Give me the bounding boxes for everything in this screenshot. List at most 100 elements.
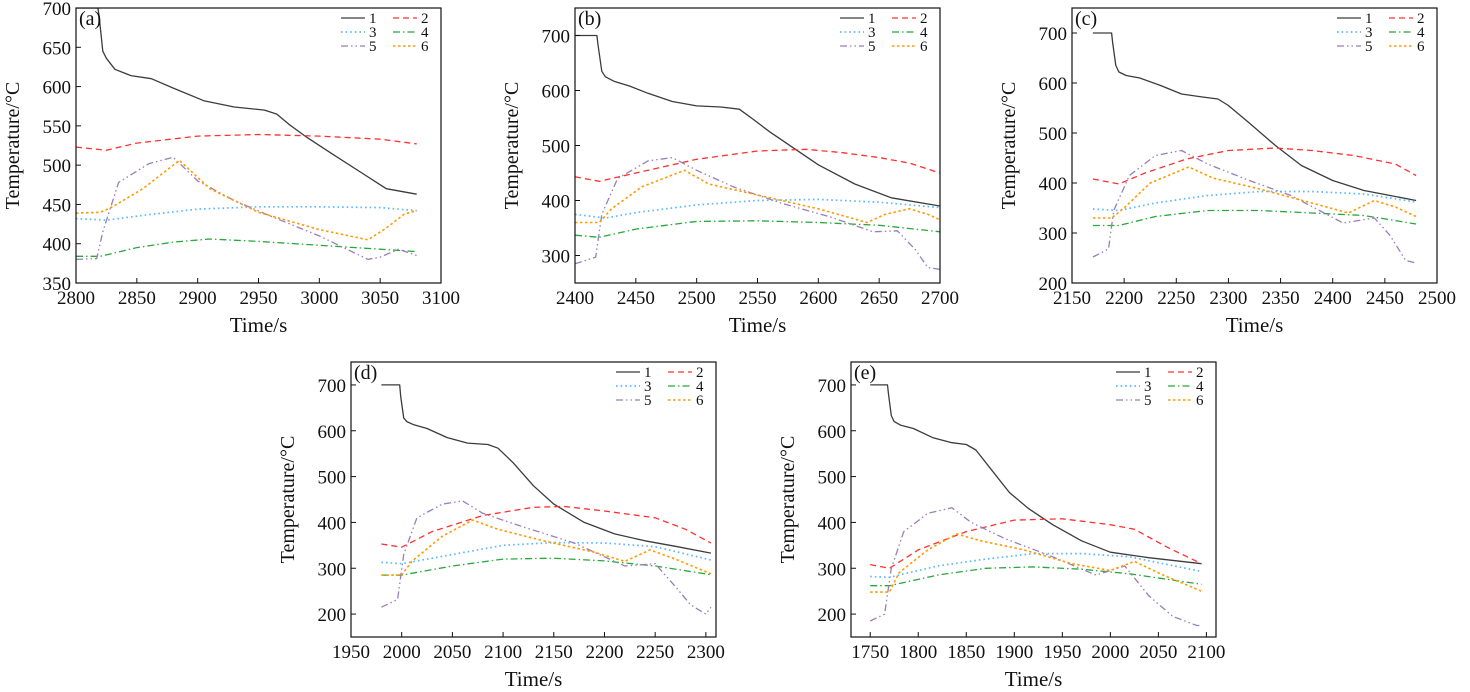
series-group	[76, 8, 417, 261]
series-line-6	[381, 519, 712, 576]
series-line-5	[869, 507, 1202, 627]
panel-label: (b)	[578, 8, 601, 30]
x-axis-label: Time/s	[729, 313, 787, 337]
series-line-3	[76, 205, 417, 221]
plot-frame	[850, 361, 1217, 638]
series-line-5	[76, 156, 417, 261]
x-axis-label: Time/s	[1226, 313, 1284, 337]
legend-label: 2	[421, 11, 429, 27]
x-tick-label: 2250	[636, 642, 674, 663]
plot-frame	[1071, 7, 1438, 284]
y-tick-label: 450	[43, 195, 72, 216]
series-line-3	[1092, 190, 1417, 212]
y-axis-label: Temperature/°C	[2, 82, 24, 210]
y-tick-label: 200	[318, 605, 347, 626]
x-tick-label: 1750	[851, 642, 889, 663]
series-line-6	[76, 159, 417, 241]
x-tick-label: 2100	[1187, 642, 1225, 663]
series-line-3	[575, 198, 940, 219]
series-line-4	[870, 566, 1202, 587]
y-tick-label: 200	[818, 605, 847, 626]
y-tick-label: 200	[1039, 274, 1068, 295]
x-tick-label: 2450	[617, 288, 655, 309]
y-tick-label: 300	[1039, 224, 1068, 245]
legend-label: 6	[1417, 39, 1425, 55]
series-line-6	[870, 533, 1202, 593]
x-tick-label: 2300	[687, 642, 725, 663]
y-axis-label: Temperature/°C	[777, 436, 799, 564]
series-line-4	[381, 557, 712, 576]
x-tick-label: 2850	[118, 288, 156, 309]
legend-label: 3	[369, 25, 377, 41]
y-tick-label: 600	[1039, 74, 1068, 95]
legend-label: 2	[1417, 11, 1425, 27]
x-tick-label: 2200	[585, 642, 623, 663]
y-tick-label: 500	[318, 468, 347, 489]
series-line-1	[76, 8, 417, 195]
x-tick-label: 2000	[1091, 642, 1129, 663]
legend-label: 5	[644, 393, 652, 409]
y-axis-label: Temperature/°C	[501, 82, 523, 210]
x-tick-label: 2400	[556, 288, 594, 309]
series-line-5	[1092, 149, 1417, 264]
series-group	[575, 34, 940, 270]
legend-label: 2	[1196, 365, 1204, 381]
x-tick-label: 2500	[678, 288, 716, 309]
panel-label: (c)	[1075, 8, 1097, 30]
y-tick-label: 550	[43, 117, 72, 138]
series-line-2	[76, 133, 417, 151]
y-tick-label: 400	[318, 513, 347, 534]
y-tick-label: 400	[43, 235, 72, 256]
legend-label: 4	[696, 379, 704, 395]
legend-label: 1	[1365, 11, 1373, 27]
legend-label: 5	[1144, 393, 1152, 409]
legend: 1 2 3 4 5 6	[840, 11, 928, 55]
x-tick-label: 2600	[799, 288, 837, 309]
series-line-3	[381, 541, 712, 565]
x-tick-label: 2350	[1262, 288, 1300, 309]
y-tick-label: 500	[542, 137, 571, 158]
x-tick-label: 1800	[899, 642, 937, 663]
y-tick-label: 700	[43, 0, 72, 20]
y-tick-label: 500	[1039, 124, 1068, 145]
series-line-2	[1092, 147, 1417, 185]
x-tick-label: 2550	[739, 288, 777, 309]
series-line-6	[1092, 166, 1417, 219]
x-axis-label: Time/s	[230, 313, 288, 337]
legend-label: 6	[1196, 393, 1204, 409]
x-tick-label: 2300	[1209, 288, 1247, 309]
series-line-4	[1092, 209, 1417, 227]
legend-label: 4	[421, 25, 429, 41]
x-tick-label: 1950	[332, 642, 370, 663]
y-axis-label: Temperature/°C	[998, 82, 1020, 210]
chart-panel-4: 1750 1800 1850 1900 1950 2000 2050 2100 200 300 40…	[777, 361, 1225, 691]
legend-label: 3	[1144, 379, 1152, 395]
y-tick-label: 700	[818, 376, 847, 397]
legend-label: 1	[369, 11, 377, 27]
x-tick-label: 1850	[947, 642, 985, 663]
y-tick-label: 700	[318, 376, 347, 397]
series-group	[869, 384, 1202, 627]
series-line-1	[1092, 32, 1417, 202]
y-tick-label: 300	[318, 559, 347, 580]
series-line-5	[381, 500, 712, 615]
series-line-1	[870, 384, 1202, 565]
series-line-5	[575, 156, 940, 270]
series-line-2	[870, 518, 1202, 569]
legend: 1 2 3 4 5 6	[341, 11, 429, 55]
y-axis-label: Temperature/°C	[277, 436, 299, 564]
y-tick-label: 650	[43, 38, 72, 59]
x-tick-label: 2800	[57, 288, 95, 309]
x-tick-label: 1950	[1043, 642, 1081, 663]
y-tick-label: 350	[43, 274, 72, 295]
x-tick-label: 2250	[1157, 288, 1195, 309]
x-tick-label: 2900	[179, 288, 217, 309]
plot-frame	[350, 361, 717, 638]
y-tick-label: 300	[818, 559, 847, 580]
x-tick-label: 2150	[535, 642, 573, 663]
x-axis-label: Time/s	[505, 667, 563, 691]
series-line-4	[575, 220, 940, 238]
y-tick-label: 500	[818, 468, 847, 489]
y-tick-label: 600	[43, 78, 72, 99]
